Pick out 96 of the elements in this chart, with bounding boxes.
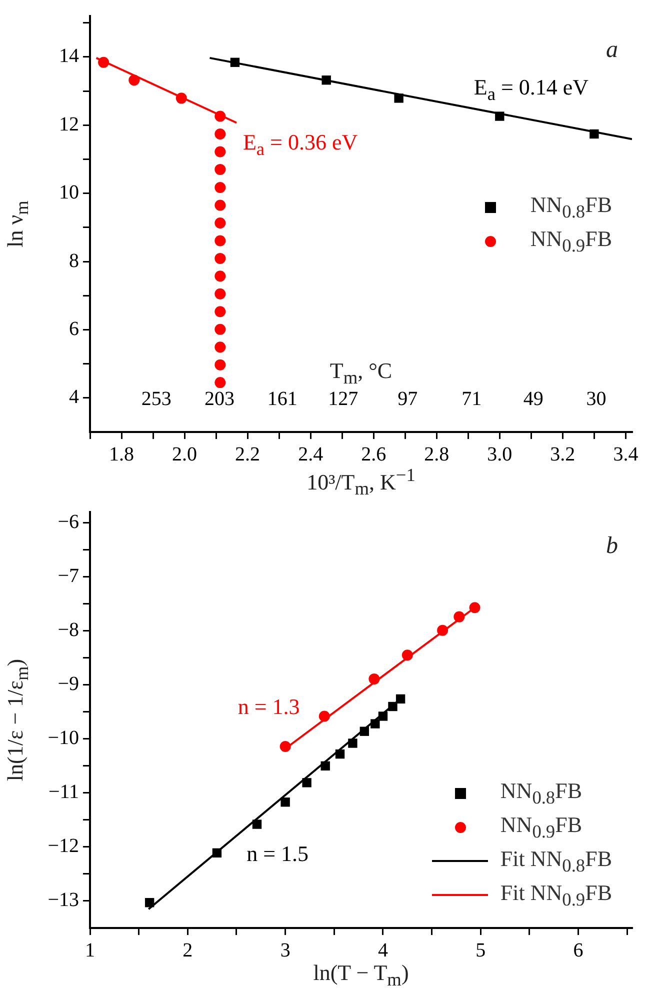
x-tick-label: 1.8 <box>109 443 134 466</box>
annotation: E$_{a}$ = 0.36 eV <box>242 130 358 159</box>
x-tick-label: 2.4 <box>298 443 324 466</box>
annotation: 253 <box>141 388 172 410</box>
x-tick-label: 2.2 <box>235 443 260 466</box>
annotation: n = 1.3 <box>238 694 300 720</box>
point <box>98 56 110 68</box>
x-tick-label: 5 <box>476 939 486 962</box>
point <box>214 182 226 194</box>
point <box>214 146 226 158</box>
annotation: 203 <box>204 388 235 410</box>
point <box>214 342 226 353</box>
point <box>454 611 465 622</box>
y-tick-label: 8 <box>69 250 79 272</box>
y-tick-label: 6 <box>69 318 79 340</box>
point <box>144 898 154 908</box>
x-tick-label: 2.0 <box>172 443 198 466</box>
annotation: 30 <box>586 388 606 410</box>
annotation: 127 <box>328 388 358 410</box>
point <box>214 252 226 264</box>
point <box>318 710 330 722</box>
x-axis-title: ln(T − T$_{m}$) <box>313 960 409 990</box>
x-tick-label: 3 <box>280 939 290 962</box>
point <box>388 702 398 712</box>
y-tick-label: −8 <box>58 619 79 642</box>
y-tick-label: −6 <box>58 511 79 534</box>
point <box>214 164 226 175</box>
point <box>378 712 388 721</box>
point <box>214 200 226 211</box>
x-tick-label: 2.8 <box>424 443 450 466</box>
point <box>335 749 345 759</box>
point <box>360 726 370 736</box>
legend-label: NN$_{0.8}$FB <box>500 778 582 808</box>
point <box>128 74 140 86</box>
point <box>495 112 504 121</box>
point <box>214 235 226 246</box>
x-tick-label: 4 <box>378 939 388 962</box>
annotation: 49 <box>523 388 544 410</box>
x-tick-label: 3.4 <box>613 443 638 466</box>
y-tick-label: 12 <box>59 113 79 136</box>
point <box>214 217 226 228</box>
point <box>396 694 406 704</box>
point <box>348 738 358 748</box>
point <box>230 58 240 67</box>
point <box>214 324 226 335</box>
point <box>176 92 187 104</box>
annotation: E$_{a}$ = 0.14 eV <box>474 74 589 104</box>
point <box>394 94 404 103</box>
point <box>370 719 380 728</box>
point <box>214 270 226 282</box>
annotation: 161 <box>267 388 298 410</box>
x-tick-label: 3.2 <box>550 443 576 466</box>
point <box>302 778 312 788</box>
annotation: b <box>606 533 618 559</box>
y-tick-label: −7 <box>58 565 79 588</box>
point <box>320 761 330 771</box>
y-tick-label: −10 <box>48 727 79 750</box>
point <box>280 798 290 807</box>
annotation: 97 <box>398 388 418 410</box>
x-tick-label: 2.6 <box>361 443 386 466</box>
point <box>214 377 226 388</box>
y-tick-label: −13 <box>48 889 79 912</box>
y-tick-label: 14 <box>59 45 79 68</box>
x-tick-label: 6 <box>573 939 584 962</box>
legend-label: Fit NN$_{0.8}$FB <box>500 846 612 876</box>
legend-label: NN$_{0.9}$FB <box>500 812 582 842</box>
legend-label: Fit NN$_{0.9}$FB <box>500 880 612 910</box>
annotation: a <box>606 37 618 63</box>
x-tick-label: 1 <box>85 939 95 962</box>
point <box>252 820 262 829</box>
point <box>214 306 226 318</box>
point <box>214 288 226 300</box>
x-tick-label: 2 <box>182 939 193 962</box>
point <box>214 359 226 370</box>
legend-label: NN$_{0.8}$FB <box>530 192 612 222</box>
y-tick-label: −11 <box>48 781 79 804</box>
point <box>280 740 291 752</box>
point <box>590 129 599 139</box>
point <box>469 602 480 614</box>
point <box>368 673 380 684</box>
point <box>402 650 413 661</box>
legend-label: NN$_{0.9}$FB <box>530 226 612 256</box>
x-tick-label: 3.0 <box>487 443 512 466</box>
point <box>212 848 222 858</box>
point <box>214 128 226 140</box>
annotation: n = 1.5 <box>246 840 308 866</box>
annotation: 71 <box>462 388 482 410</box>
point <box>214 110 226 122</box>
y-tick-label: −9 <box>58 673 79 696</box>
y-tick-label: 10 <box>59 182 79 204</box>
point <box>437 624 448 636</box>
point <box>322 76 331 85</box>
x-axis-title: 10³/T$_{m}$, K$^{−1}$ <box>306 465 416 499</box>
y-tick-label: −12 <box>48 835 79 858</box>
y-tick-label: 4 <box>69 386 79 408</box>
x2-axis-title: T$_{m}$, °C <box>330 358 392 388</box>
